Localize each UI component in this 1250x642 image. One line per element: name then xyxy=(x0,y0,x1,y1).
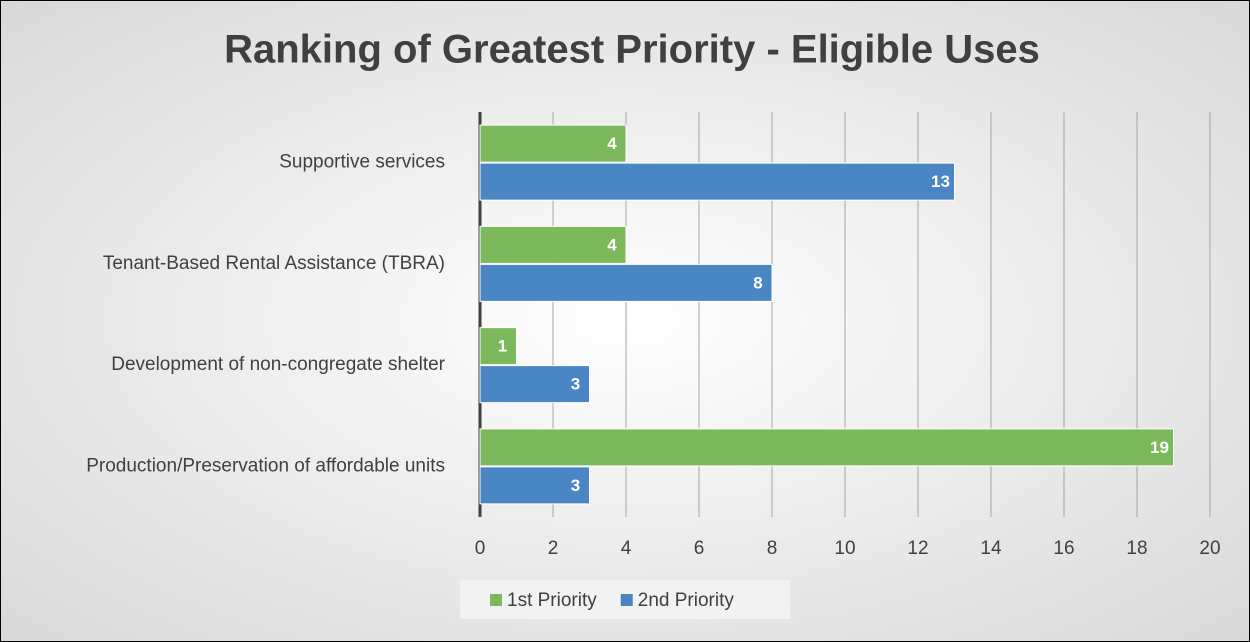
data-label: 4 xyxy=(607,134,617,153)
data-label: 3 xyxy=(571,476,580,495)
chart-title: Ranking of Greatest Priority - Eligible … xyxy=(224,28,1040,72)
data-label: 3 xyxy=(571,375,580,394)
y-tick-label: Production/Preservation of affordable un… xyxy=(86,455,445,476)
bar xyxy=(479,365,590,404)
x-tick-label: 6 xyxy=(694,538,705,559)
x-tick-label: 10 xyxy=(834,538,855,559)
x-tick-label: 0 xyxy=(475,538,486,559)
data-label: 1 xyxy=(498,337,507,356)
legend-label: 1st Priority xyxy=(507,590,597,611)
y-tick-label: Supportive services xyxy=(279,152,445,173)
data-label: 8 xyxy=(753,273,762,292)
x-tick-label: 2 xyxy=(548,538,559,559)
x-tick-label: 12 xyxy=(907,538,928,559)
bar xyxy=(479,466,590,505)
data-label: 4 xyxy=(607,235,617,254)
bar xyxy=(479,124,627,163)
bar xyxy=(479,428,1174,467)
data-label: 19 xyxy=(1150,438,1169,457)
y-tick-label: Development of non-congregate shelter xyxy=(111,354,445,375)
legend-swatch xyxy=(620,594,633,606)
x-tick-label: 8 xyxy=(767,538,778,559)
legend-label: 2nd Priority xyxy=(638,590,735,611)
data-label: 13 xyxy=(931,172,950,191)
bar xyxy=(479,263,773,302)
bar xyxy=(479,162,955,201)
x-tick-label: 14 xyxy=(980,538,1002,559)
x-tick-label: 16 xyxy=(1053,538,1074,559)
x-tick-label: 18 xyxy=(1126,538,1147,559)
y-tick-label: Tenant-Based Rental Assistance (TBRA) xyxy=(103,253,445,274)
bar xyxy=(479,327,517,366)
x-tick-label: 4 xyxy=(621,538,632,559)
x-tick-label: 20 xyxy=(1199,538,1220,559)
bar xyxy=(479,225,627,264)
legend-swatch xyxy=(490,594,502,606)
